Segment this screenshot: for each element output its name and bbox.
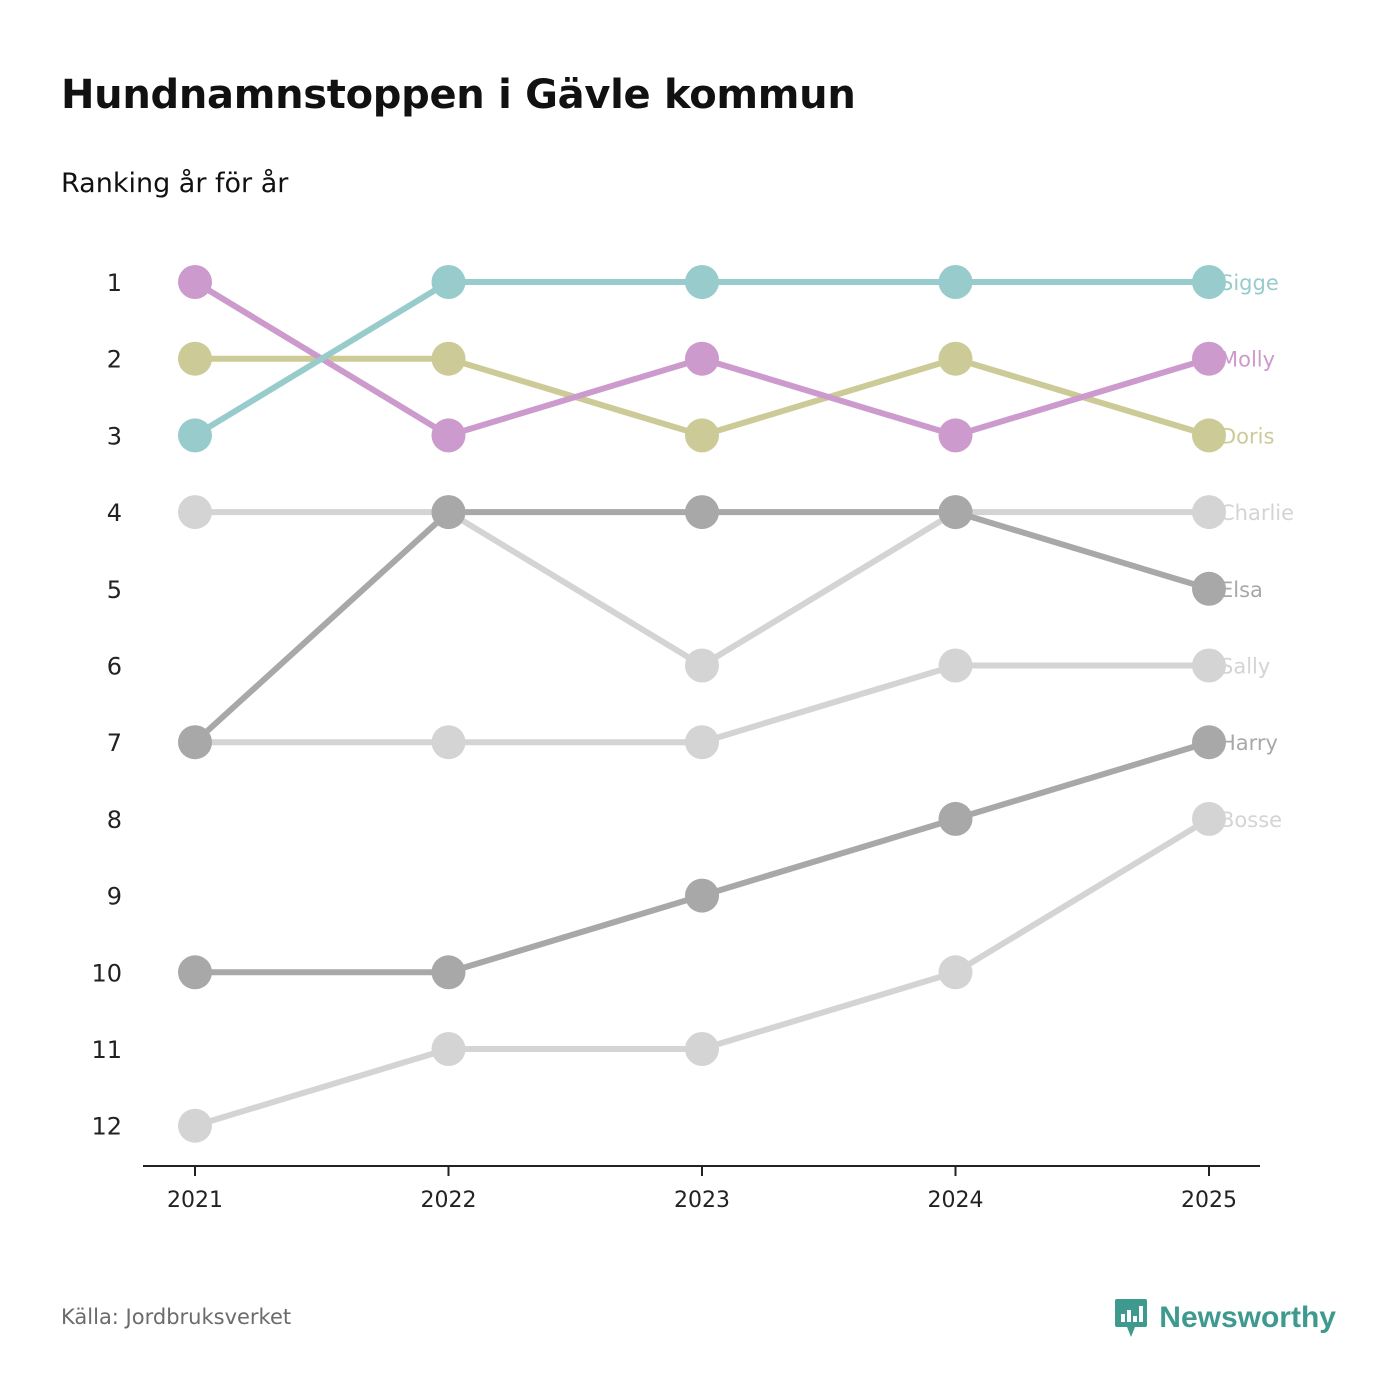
data-point-harry — [1192, 725, 1226, 760]
data-point-sigge — [431, 265, 466, 299]
data-point-elsa — [938, 495, 973, 530]
series-label-sally: Sally — [1220, 655, 1270, 679]
data-point-charlie — [1192, 495, 1226, 530]
series-label-harry: Harry — [1220, 731, 1278, 755]
data-point-harry — [431, 955, 466, 990]
data-point-molly — [1192, 341, 1226, 376]
data-point-elsa — [1192, 571, 1226, 606]
data-point-doris — [685, 418, 719, 453]
series-labels: Charlie Sally Bosse Elsa Harry Doris Molly Sigg… — [1220, 271, 1294, 832]
x-tick-label: 2022 — [421, 1188, 477, 1213]
data-point-doris — [178, 341, 212, 376]
data-point-elsa — [685, 495, 719, 530]
data-point-doris — [938, 341, 973, 376]
data-point-sally — [431, 725, 466, 760]
y-tick-label: 9 — [107, 883, 122, 911]
y-tick-label: 12 — [91, 1113, 122, 1141]
data-point-molly — [685, 341, 719, 376]
series-label-doris: Doris — [1220, 424, 1274, 448]
data-point-bosse — [1192, 801, 1226, 836]
data-point-bosse — [685, 1032, 719, 1066]
data-point-bosse — [938, 955, 973, 990]
newsworthy-logo-icon — [1115, 1299, 1148, 1337]
data-point-molly — [178, 265, 212, 299]
data-point-sally — [1192, 648, 1226, 683]
data-point-elsa — [431, 495, 466, 530]
data-point-harry — [938, 801, 973, 836]
data-point-doris — [431, 341, 466, 376]
y-tick-label: 1 — [107, 269, 122, 297]
x-tick-label: 2025 — [1181, 1188, 1237, 1213]
brand: Newsworthy — [1113, 1297, 1336, 1339]
data-point-molly — [431, 418, 466, 453]
y-tick-label: 3 — [107, 422, 122, 450]
data-point-harry — [178, 955, 212, 990]
brand-name: Newsworthy — [1159, 1301, 1336, 1334]
chart-subtitle: Ranking år för år — [61, 168, 289, 199]
x-axis: 2021 2022 2023 2024 2025 — [143, 1165, 1260, 1213]
y-tick-label: 5 — [107, 576, 122, 604]
x-tick-label: 2021 — [167, 1188, 223, 1213]
series-lines — [192, 279, 1212, 1129]
series-label-charlie: Charlie — [1220, 501, 1294, 525]
series-line-elsa — [192, 509, 1212, 746]
data-point-harry — [685, 878, 719, 913]
data-point-bosse — [178, 1108, 212, 1143]
data-point-doris — [1192, 418, 1226, 453]
series-points — [178, 265, 1226, 1143]
series-label-molly: Molly — [1220, 348, 1275, 372]
data-point-sally — [938, 648, 973, 683]
series-line-harry — [192, 739, 1212, 976]
y-tick-label: 11 — [91, 1036, 122, 1064]
data-point-bosse — [431, 1032, 466, 1066]
chart-title: Hundnamnstoppen i Gävle kommun — [61, 72, 856, 118]
x-tick-label: 2024 — [928, 1188, 984, 1213]
data-point-sigge — [1192, 265, 1226, 299]
data-point-charlie — [685, 648, 719, 683]
data-point-sigge — [178, 418, 212, 453]
y-tick-label: 7 — [107, 729, 122, 757]
y-tick-label: 8 — [107, 806, 122, 834]
data-point-elsa — [178, 725, 212, 760]
series-label-sigge: Sigge — [1220, 271, 1279, 295]
y-tick-label: 2 — [107, 346, 122, 374]
y-tick-label: 4 — [107, 499, 122, 527]
data-point-sally — [685, 725, 719, 760]
source-note: Källa: Jordbruksverket — [61, 1305, 292, 1329]
series-label-elsa: Elsa — [1220, 578, 1263, 602]
y-tick-label: 10 — [91, 959, 122, 987]
series-line-charlie — [192, 509, 1212, 669]
series-label-bosse: Bosse — [1220, 808, 1282, 832]
data-point-molly — [938, 418, 973, 453]
data-point-sigge — [938, 265, 973, 299]
x-tick-label: 2023 — [674, 1188, 730, 1213]
data-point-charlie — [178, 495, 212, 530]
y-tick-label: 6 — [107, 653, 122, 681]
data-point-sigge — [685, 265, 719, 299]
